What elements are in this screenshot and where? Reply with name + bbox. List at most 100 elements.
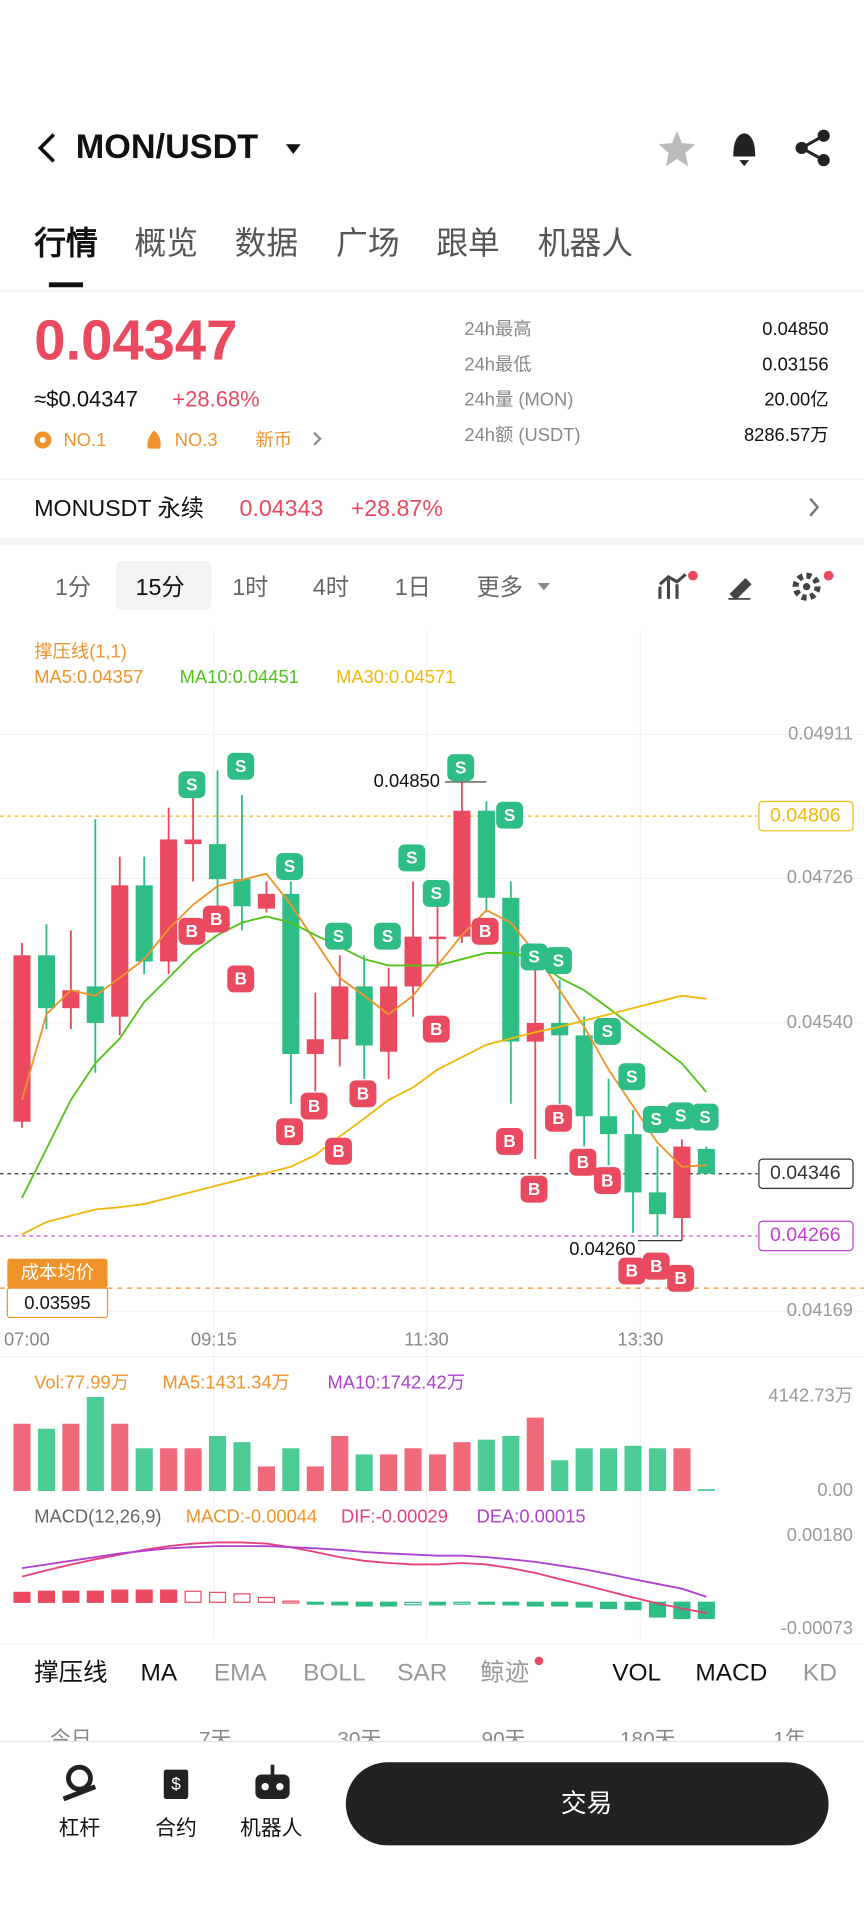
indicator-icon[interactable] (658, 570, 698, 599)
y-tick-label: 4142.73万 (768, 1385, 853, 1406)
y-tick-label: -0.00073 (781, 1617, 853, 1638)
trade-marker-label: B (357, 1085, 369, 1104)
trade-marker-label: B (308, 1097, 320, 1116)
macd-bar (135, 1589, 153, 1603)
tab[interactable]: 行情 (33, 225, 98, 261)
trade-marker (276, 1118, 304, 1146)
trade-marker (300, 1092, 328, 1120)
pair-title[interactable]: MON/USDT (76, 128, 259, 166)
trade-marker-label: S (626, 1067, 637, 1086)
indicator-tab[interactable]: VOL (612, 1660, 661, 1687)
draw-icon[interactable] (728, 578, 752, 601)
candle-body (257, 893, 275, 909)
volume-bar (331, 1436, 349, 1491)
nav-label[interactable]: 机器人 (240, 1817, 303, 1840)
macd-bar (404, 1601, 422, 1606)
candle-body (331, 986, 349, 1040)
badge: NO.3 (175, 429, 218, 450)
y-tick-label: 0.00180 (787, 1524, 853, 1545)
candle-body (673, 1146, 691, 1219)
chevron (313, 431, 322, 446)
macd-bar (648, 1601, 667, 1618)
volume-bar (257, 1466, 275, 1491)
volume-bar (502, 1436, 520, 1491)
back-button[interactable] (37, 133, 56, 163)
robot-icon[interactable] (255, 1764, 290, 1799)
legend-entry: MA30:0.04571 (336, 666, 455, 687)
tab[interactable]: 概览 (134, 225, 198, 261)
macd-legend: DIF:-0.00029 (341, 1506, 448, 1527)
interval[interactable]: 1分 (55, 574, 91, 600)
tab[interactable]: 机器人 (538, 225, 633, 261)
indicator-tab[interactable]: KD (803, 1660, 837, 1687)
trade-marker (593, 1018, 621, 1045)
perp-price: 0.04343 (240, 495, 324, 521)
trade-marker-label: S (504, 806, 515, 825)
volume-bar (453, 1442, 471, 1491)
indicator-tab[interactable]: 鲸迹 (480, 1659, 529, 1687)
indicator-tab[interactable]: MACD (695, 1660, 767, 1687)
trade-marker (691, 1103, 719, 1131)
leverage-icon[interactable] (62, 1764, 97, 1802)
perp-name[interactable]: MONUSDT 永续 (34, 495, 204, 521)
x-tick-label: 07:00 (4, 1329, 50, 1350)
trade-marker-label: B (577, 1153, 589, 1172)
trade-marker (422, 1015, 450, 1043)
trade-marker (520, 943, 548, 971)
tab[interactable]: 广场 (336, 225, 400, 261)
cost-box (7, 1258, 108, 1289)
candle-body (600, 1116, 618, 1135)
trade-marker (545, 947, 572, 975)
volume-bar (575, 1448, 593, 1491)
y-tick-label: 0.04169 (787, 1299, 853, 1320)
volume-bar (600, 1448, 618, 1491)
trade-button-label[interactable]: 交易 (561, 1789, 612, 1818)
trade-marker-label: B (675, 1269, 687, 1288)
nav-label[interactable]: 合约 (155, 1817, 197, 1840)
badge[interactable]: 新币 (255, 429, 292, 450)
volume-bar (208, 1436, 227, 1491)
interval[interactable]: 4时 (313, 574, 349, 600)
interval[interactable]: 更多 (477, 574, 523, 600)
macd-bar (160, 1589, 178, 1603)
candle-body (575, 1035, 593, 1117)
share-icon[interactable] (795, 129, 830, 167)
tab[interactable]: 跟单 (436, 225, 500, 261)
candle-body (37, 955, 55, 1009)
volume-legend: MA10:1742.42万 (328, 1371, 466, 1392)
chevron[interactable] (809, 497, 820, 517)
interval-selected-bg (116, 560, 212, 610)
y-tick-label: 0.00 (817, 1479, 853, 1500)
trade-marker (325, 922, 352, 950)
candle-body (184, 839, 202, 845)
tab[interactable]: 数据 (235, 225, 299, 261)
nav-label[interactable]: 杠杆 (59, 1817, 101, 1840)
interval[interactable]: 1时 (232, 574, 268, 600)
interval[interactable]: 15分 (136, 574, 185, 600)
indicator-tab[interactable]: SAR (397, 1660, 447, 1687)
trade-marker (496, 801, 524, 829)
pair-caret[interactable] (285, 144, 301, 155)
interval[interactable]: 1日 (395, 574, 431, 600)
indicator-tab[interactable]: BOLL (303, 1660, 366, 1687)
trade-marker (545, 1104, 572, 1132)
stat-label: 24h额 (USDT) (464, 424, 580, 445)
macd-legend: MACD:-0.00044 (186, 1506, 317, 1527)
trade-button[interactable] (345, 1762, 829, 1846)
volume-bar (86, 1396, 104, 1491)
macd-bar (233, 1593, 251, 1603)
section-gap (0, 537, 864, 546)
volume-bar (184, 1448, 202, 1491)
favorite-icon[interactable] (658, 130, 696, 167)
alert-icon[interactable] (733, 133, 756, 167)
indicator-tab[interactable]: 撑压线 (34, 1659, 107, 1687)
macd-bar (184, 1590, 202, 1603)
indicator-tab[interactable]: MA (141, 1660, 178, 1687)
indicator-tab[interactable]: EMA (214, 1660, 268, 1687)
trade-marker-label: S (431, 884, 442, 903)
settings-icon[interactable] (792, 570, 834, 601)
trade-marker-label: B (601, 1171, 613, 1190)
indicator-title: 撑压线(1,1) (34, 640, 127, 661)
contract-icon[interactable]: $ (163, 1769, 189, 1799)
